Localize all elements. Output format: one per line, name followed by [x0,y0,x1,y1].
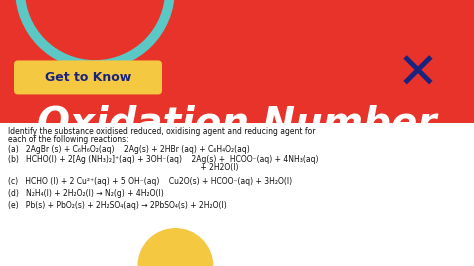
Text: Identify the substance oxidised reduced, oxidising agent and reducing agent for: Identify the substance oxidised reduced,… [8,127,316,136]
Text: ✕: ✕ [396,51,438,98]
Text: each of the following reactions:: each of the following reactions: [8,135,128,144]
Text: Oxidation Number: Oxidation Number [37,105,437,143]
Text: (e)   Pb(s) + PbO₂(s) + 2H₂SO₄(aq) → 2PbSO₄(s) + 2H₂O(l): (e) Pb(s) + PbO₂(s) + 2H₂SO₄(aq) → 2PbSO… [8,201,227,210]
Bar [0,123,474,266]
Text: (b)   HCHO(l) + 2[Ag (NH₃)₂]⁺(aq) + 3OH⁻(aq)    2Ag(s) +  HCOO⁻(aq) + 4NH₃(aq): (b) HCHO(l) + 2[Ag (NH₃)₂]⁺(aq) + 3OH⁻(a… [8,155,319,164]
Text: (d)   N₂H₄(l) + 2H₂O₂(l) → N₂(g) + 4H₂O(l): (d) N₂H₄(l) + 2H₂O₂(l) → N₂(g) + 4H₂O(l) [8,189,164,198]
Text: + 2H2O(l): + 2H2O(l) [8,163,238,172]
FancyBboxPatch shape [14,60,162,94]
Text: (c)   HCHO (l) + 2 Cu²⁺(aq) + 5 OH⁻(aq)    Cu2O(s) + HCOO⁻(aq) + 3H₂O(l): (c) HCHO (l) + 2 Cu²⁺(aq) + 5 OH⁻(aq) Cu… [8,177,292,186]
Text: Get to Know: Get to Know [45,71,131,84]
Circle shape [137,228,213,266]
Text: (a)   2AgBr (s) + C₆H₆O₂(aq)    2Ag(s) + 2HBr (aq) + C₆H₄O₂(aq): (a) 2AgBr (s) + C₆H₆O₂(aq) 2Ag(s) + 2HBr… [8,145,250,154]
